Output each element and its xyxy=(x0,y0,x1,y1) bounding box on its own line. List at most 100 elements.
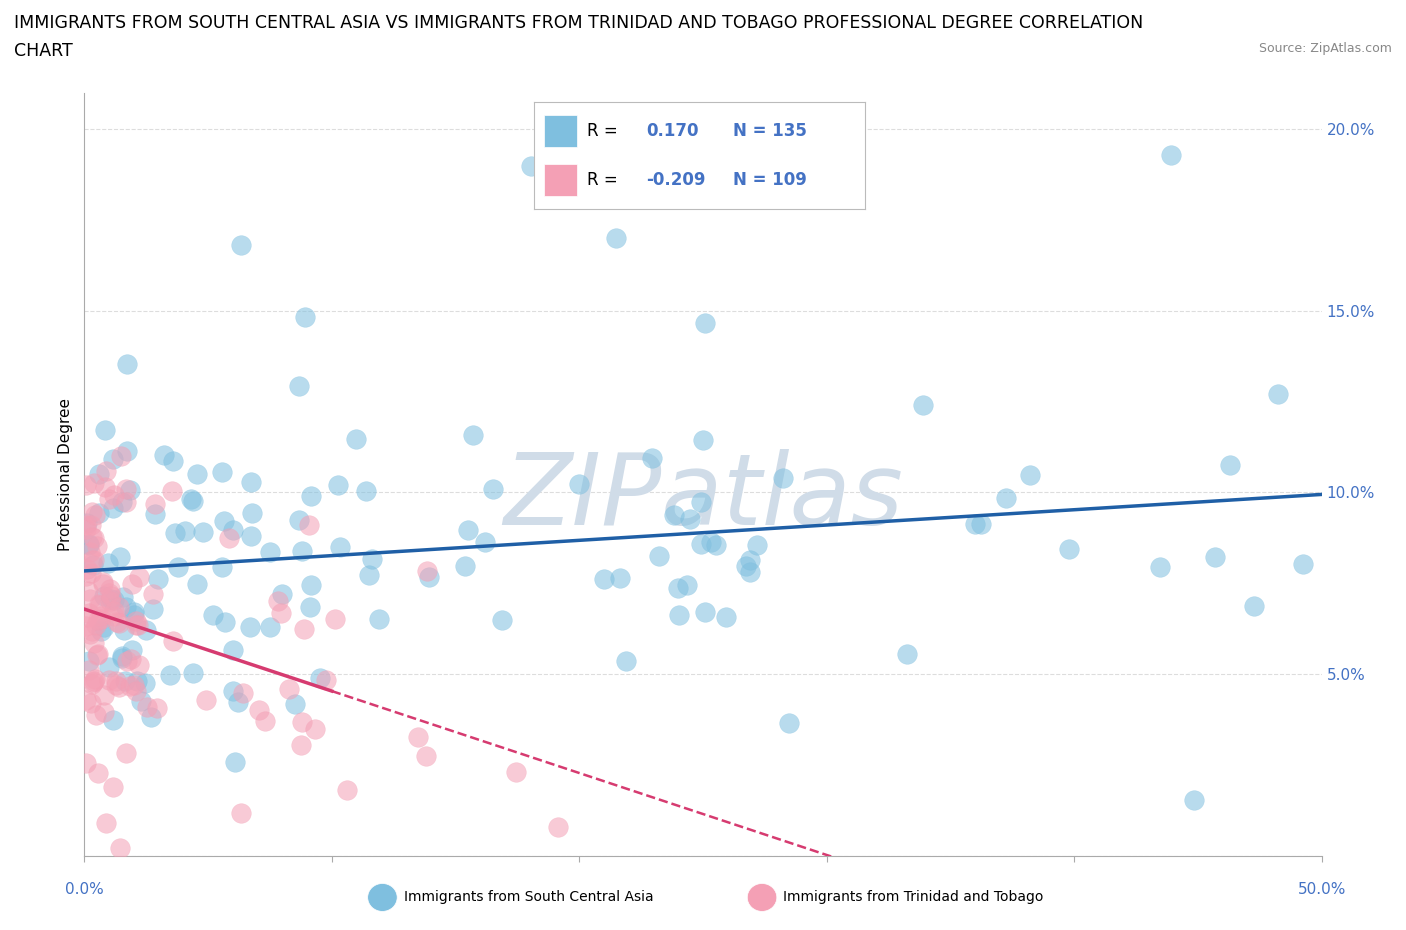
Point xyxy=(568,476,591,491)
Point xyxy=(664,508,686,523)
Point xyxy=(222,523,245,538)
Point xyxy=(115,482,138,497)
Point xyxy=(117,443,139,458)
Point xyxy=(96,464,118,479)
Point xyxy=(80,529,103,544)
Point xyxy=(142,602,165,617)
Point xyxy=(162,633,184,648)
Point xyxy=(148,571,170,586)
Point xyxy=(136,700,159,715)
Point xyxy=(693,604,716,619)
Point xyxy=(1292,557,1315,572)
Point xyxy=(186,577,208,591)
Point xyxy=(181,494,204,509)
Point xyxy=(98,593,121,608)
Point xyxy=(298,517,321,532)
Point xyxy=(239,529,262,544)
Point xyxy=(231,237,253,252)
Point xyxy=(491,613,513,628)
Point xyxy=(82,677,104,692)
Point xyxy=(153,447,176,462)
Point xyxy=(211,560,233,575)
Point xyxy=(98,492,121,507)
Point xyxy=(84,508,107,523)
Point xyxy=(143,497,166,512)
Point xyxy=(284,697,307,711)
Point xyxy=(224,754,246,769)
Point xyxy=(118,678,141,693)
Point xyxy=(700,535,723,550)
Point xyxy=(111,648,134,663)
Point xyxy=(77,537,100,551)
Point xyxy=(87,613,110,628)
Point xyxy=(80,696,103,711)
Bar xyxy=(544,115,578,147)
Point xyxy=(120,483,142,498)
Point xyxy=(87,597,110,612)
Point xyxy=(84,671,107,686)
Point xyxy=(86,647,108,662)
Point xyxy=(90,608,112,623)
Point xyxy=(115,746,138,761)
Point xyxy=(76,562,98,577)
Bar xyxy=(544,165,578,196)
Point xyxy=(98,581,121,596)
Point xyxy=(90,612,112,627)
Point xyxy=(87,765,110,780)
Y-axis label: Professional Degree: Professional Degree xyxy=(58,398,73,551)
Point xyxy=(214,615,236,630)
Point xyxy=(290,737,312,752)
Point xyxy=(125,684,148,698)
Point xyxy=(287,512,309,527)
Point xyxy=(309,671,332,685)
Point xyxy=(336,782,359,797)
Point xyxy=(115,654,138,669)
Point xyxy=(676,578,699,592)
Point xyxy=(668,607,690,622)
Point xyxy=(84,618,107,632)
Point xyxy=(83,673,105,688)
Point xyxy=(115,356,138,371)
Point xyxy=(474,535,496,550)
Point xyxy=(614,654,637,669)
Point xyxy=(406,730,429,745)
Point xyxy=(114,673,136,688)
Point xyxy=(457,523,479,538)
Point xyxy=(186,466,208,481)
Text: Source: ZipAtlas.com: Source: ZipAtlas.com xyxy=(1258,42,1392,55)
Point xyxy=(159,668,181,683)
Point xyxy=(77,663,100,678)
Point xyxy=(76,515,98,530)
Point xyxy=(83,475,105,490)
Point xyxy=(127,618,149,632)
Point xyxy=(1149,559,1171,574)
Text: R =: R = xyxy=(588,122,617,140)
Point xyxy=(94,816,117,830)
Point xyxy=(112,590,135,604)
Point xyxy=(91,575,114,590)
Point xyxy=(163,525,186,540)
Point xyxy=(134,676,156,691)
Point xyxy=(145,700,167,715)
Point xyxy=(111,650,134,665)
Point xyxy=(77,654,100,669)
Point xyxy=(103,604,125,618)
Point xyxy=(714,610,737,625)
Point xyxy=(359,567,381,582)
Point xyxy=(416,564,439,578)
Point xyxy=(240,475,263,490)
Point xyxy=(738,565,761,580)
Point xyxy=(75,568,97,583)
Point xyxy=(94,480,117,495)
Text: 0.0%: 0.0% xyxy=(65,883,104,897)
Point xyxy=(304,722,326,737)
Point xyxy=(83,530,105,545)
Point xyxy=(125,618,148,632)
Point xyxy=(75,522,97,537)
Text: 0.170: 0.170 xyxy=(647,122,699,140)
Point xyxy=(87,646,110,661)
Point xyxy=(291,714,314,729)
Point xyxy=(125,613,148,628)
Point xyxy=(93,577,115,591)
Point xyxy=(75,618,97,633)
